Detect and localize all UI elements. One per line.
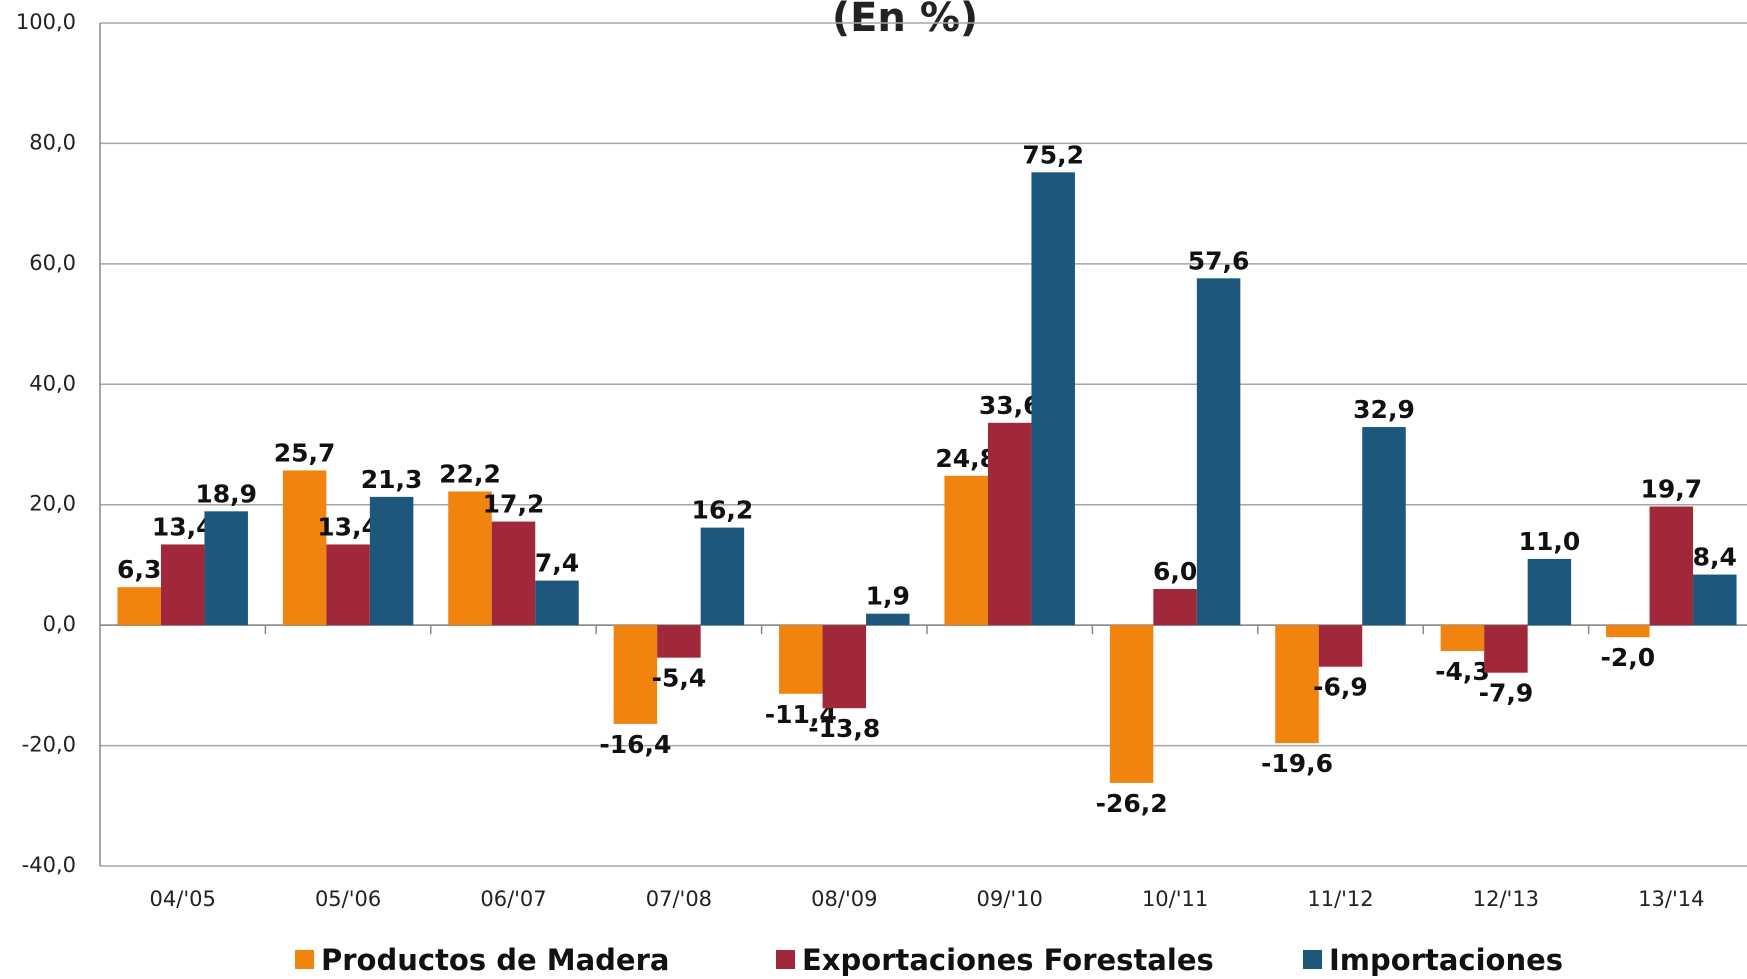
value-label: -13,8 bbox=[808, 714, 880, 743]
legend-swatch bbox=[776, 950, 795, 969]
y-tick-label: -20,0 bbox=[22, 733, 76, 757]
value-label: -19,6 bbox=[1261, 749, 1333, 778]
bar bbox=[117, 587, 161, 626]
bar bbox=[822, 625, 867, 709]
bar bbox=[866, 613, 910, 626]
bar bbox=[944, 475, 988, 626]
legend-label: Importaciones bbox=[1329, 943, 1563, 977]
bar bbox=[1649, 506, 1694, 626]
x-tick-label: 11/'12 bbox=[1307, 887, 1373, 911]
value-label: -26,2 bbox=[1096, 789, 1168, 818]
value-label: -16,4 bbox=[599, 730, 671, 759]
y-tick-label: 20,0 bbox=[29, 492, 76, 516]
bar bbox=[1196, 278, 1241, 626]
value-label: 19,7 bbox=[1640, 475, 1702, 504]
bar bbox=[657, 625, 701, 658]
value-label: 16,2 bbox=[692, 496, 754, 525]
bar bbox=[1109, 625, 1154, 783]
value-label: 57,6 bbox=[1188, 246, 1250, 275]
value-label: 13,4 bbox=[152, 512, 214, 541]
value-label: 33,6 bbox=[979, 391, 1041, 420]
bar bbox=[160, 544, 205, 626]
value-label: 32,9 bbox=[1353, 395, 1415, 424]
value-label: 1,9 bbox=[866, 582, 910, 611]
value-label: 75,2 bbox=[1022, 140, 1084, 169]
y-tick-label: 40,0 bbox=[29, 371, 76, 395]
bar bbox=[1153, 589, 1197, 626]
bar bbox=[1440, 625, 1485, 652]
bar bbox=[326, 544, 370, 626]
bar bbox=[987, 422, 1032, 626]
bar bbox=[779, 625, 823, 694]
bar bbox=[448, 491, 492, 626]
value-label: 24,8 bbox=[935, 444, 997, 473]
y-tick-label: 60,0 bbox=[29, 251, 76, 275]
value-label: 7,4 bbox=[535, 549, 579, 578]
bar bbox=[535, 580, 579, 626]
value-label: 18,9 bbox=[195, 479, 257, 508]
value-label: 8,4 bbox=[1693, 543, 1737, 572]
x-tick-label: 07/'08 bbox=[646, 887, 712, 911]
value-label: -6,9 bbox=[1313, 673, 1368, 702]
bar bbox=[491, 521, 536, 626]
x-tick-label: 12/'13 bbox=[1473, 887, 1539, 911]
bar bbox=[204, 511, 248, 626]
x-tick-label: 05/'06 bbox=[315, 887, 381, 911]
x-tick-label: 09/'10 bbox=[977, 887, 1043, 911]
bar bbox=[1362, 427, 1406, 626]
x-tick-label: 10/'11 bbox=[1142, 887, 1208, 911]
value-label: -4,3 bbox=[1435, 657, 1490, 686]
y-tick-label: 100,0 bbox=[16, 10, 76, 34]
x-tick-label: 04/'05 bbox=[150, 887, 216, 911]
legend-swatch bbox=[1303, 950, 1322, 969]
bar bbox=[282, 470, 327, 626]
value-label: 6,0 bbox=[1153, 557, 1197, 586]
bar bbox=[700, 527, 745, 626]
value-label: -2,0 bbox=[1600, 643, 1655, 672]
x-tick-label: 08/'09 bbox=[811, 887, 877, 911]
x-tick-label: 06/'07 bbox=[480, 887, 546, 911]
legend-swatch bbox=[295, 950, 314, 969]
bar bbox=[1606, 625, 1650, 638]
value-label: 21,3 bbox=[361, 465, 423, 494]
chart-title: (En %) bbox=[832, 0, 978, 41]
value-label: 25,7 bbox=[274, 438, 336, 467]
value-label: 6,3 bbox=[117, 555, 161, 584]
y-tick-label: -40,0 bbox=[22, 853, 76, 877]
value-label: 11,0 bbox=[1519, 527, 1581, 556]
legend-label: Exportaciones Forestales bbox=[802, 943, 1214, 977]
bar bbox=[613, 625, 658, 724]
bar bbox=[1275, 625, 1319, 744]
value-label: 17,2 bbox=[483, 490, 545, 519]
value-label: 22,2 bbox=[439, 459, 501, 488]
value-label: -5,4 bbox=[652, 664, 707, 693]
bar bbox=[1318, 625, 1363, 667]
value-label: 13,4 bbox=[317, 512, 379, 541]
bar bbox=[1527, 558, 1572, 626]
bar bbox=[1484, 625, 1528, 673]
legend-label: Productos de Madera bbox=[321, 943, 669, 977]
y-tick-label: 0,0 bbox=[43, 612, 76, 636]
bar bbox=[1031, 172, 1075, 626]
bar bbox=[369, 496, 414, 626]
y-tick-label: 80,0 bbox=[29, 130, 76, 154]
bar bbox=[1693, 574, 1737, 626]
value-label: -7,9 bbox=[1479, 679, 1534, 708]
x-tick-label: 13/'14 bbox=[1638, 887, 1704, 911]
